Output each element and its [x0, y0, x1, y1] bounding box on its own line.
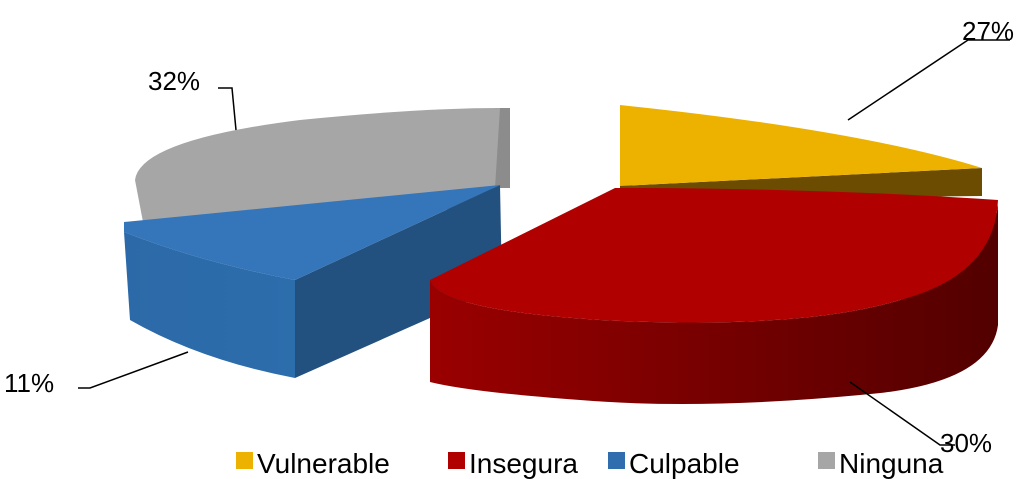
slice-vulnerable [620, 105, 982, 200]
legend-swatch-culpable [608, 452, 625, 469]
data-label-insegura: 30% [940, 428, 992, 458]
slice-insegura [430, 188, 998, 404]
leader-line-vulnerable [848, 40, 1010, 120]
data-label-culpable: 11% [4, 368, 54, 398]
legend-label-vulnerable: Vulnerable [257, 448, 390, 479]
leader-line-culpable [78, 352, 188, 388]
legend-swatch-ninguna [818, 452, 835, 469]
legend-swatch-insegura [448, 452, 465, 469]
data-label-vulnerable: 27% [962, 16, 1014, 46]
leader-line-ninguna [218, 88, 236, 130]
legend-swatch-vulnerable [236, 452, 253, 469]
legend: Vulnerable Insegura Culpable Ninguna [236, 448, 944, 479]
data-label-ninguna: 32% [148, 66, 200, 96]
legend-label-culpable: Culpable [629, 448, 740, 479]
legend-label-insegura: Insegura [469, 448, 578, 479]
legend-label-ninguna: Ninguna [839, 448, 944, 479]
